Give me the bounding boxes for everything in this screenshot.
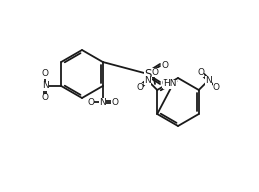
Text: S: S [144, 68, 152, 80]
Text: O: O [152, 68, 159, 77]
Text: N: N [99, 98, 106, 107]
Text: N: N [205, 76, 212, 85]
Text: O: O [162, 79, 169, 88]
Text: HN: HN [163, 79, 176, 89]
Text: O: O [197, 68, 204, 77]
Text: O: O [42, 70, 49, 79]
Text: O: O [136, 83, 143, 92]
Text: N: N [144, 76, 151, 85]
Text: O: O [111, 98, 118, 107]
Text: O: O [213, 83, 220, 92]
Text: N: N [42, 81, 49, 90]
Text: O: O [42, 94, 49, 103]
Text: O: O [87, 98, 94, 107]
Text: O: O [162, 60, 169, 70]
